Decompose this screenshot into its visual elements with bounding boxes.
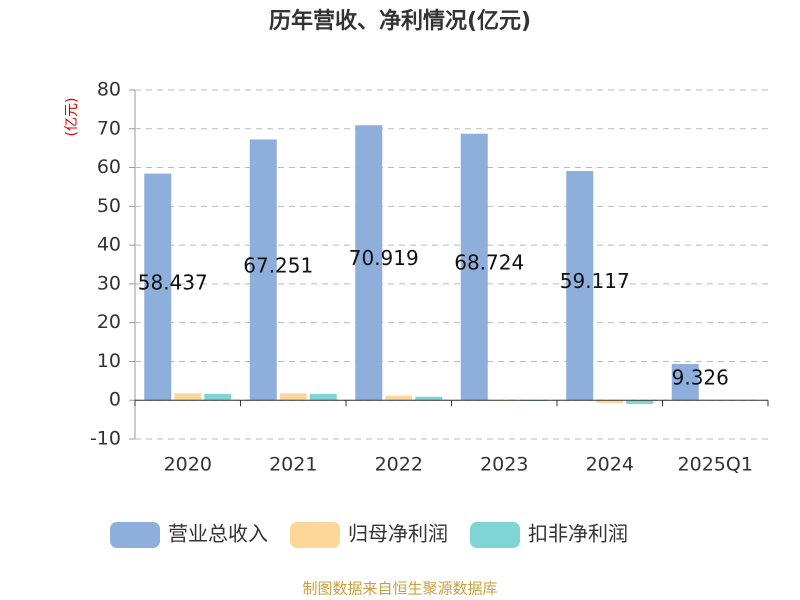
- legend-label: 归母净利润: [348, 522, 448, 546]
- x-tick-label: 2022: [375, 454, 423, 476]
- legend-swatch: [470, 522, 520, 548]
- x-tick-label: 2024: [586, 454, 634, 476]
- y-tick-label: 80: [97, 79, 121, 101]
- bar: [671, 364, 699, 401]
- bar: [279, 393, 307, 401]
- source-note: 制图数据来自恒生聚源数据库: [302, 580, 497, 598]
- legend-label: 营业总收入: [168, 522, 268, 546]
- x-tick-label: 2025Q1: [678, 454, 753, 476]
- x-tick-label: 2020: [164, 454, 212, 476]
- bar: [626, 400, 654, 405]
- legend-label: 扣非净利润: [528, 522, 628, 546]
- bar: [249, 139, 277, 401]
- y-tick-label: 60: [97, 156, 121, 178]
- legend-swatch: [110, 522, 160, 548]
- data-label: 70.919: [349, 246, 419, 270]
- x-tick-label: 2021: [269, 454, 317, 476]
- bar: [204, 394, 232, 401]
- chart-title: 历年营收、净利情况(亿元): [269, 8, 531, 34]
- bar: [415, 396, 443, 401]
- legend-swatch: [290, 522, 340, 548]
- x-tick-label: 2023: [480, 454, 528, 476]
- bar: [144, 173, 172, 401]
- y-tick-label: 40: [97, 234, 121, 256]
- y-tick-label: 30: [97, 272, 121, 294]
- y-tick-label: 20: [97, 311, 121, 333]
- bar: [460, 133, 488, 401]
- y-tick-label: -10: [90, 428, 121, 450]
- bar: [596, 400, 624, 403]
- y-axis-label: (亿元): [64, 98, 80, 137]
- bar: [309, 394, 337, 401]
- y-tick-label: 70: [97, 117, 121, 139]
- data-label: 68.724: [454, 250, 524, 274]
- data-label: 59.117: [560, 269, 630, 293]
- data-label: 9.326: [672, 366, 729, 390]
- y-tick-label: 0: [109, 389, 121, 411]
- y-tick-label: 10: [97, 350, 121, 372]
- data-label: 67.251: [243, 253, 313, 277]
- bar: [174, 393, 202, 401]
- data-label: 58.437: [138, 270, 208, 294]
- y-tick-label: 50: [97, 195, 121, 217]
- bar: [566, 170, 594, 401]
- bar: [385, 395, 413, 401]
- bar: [355, 125, 383, 401]
